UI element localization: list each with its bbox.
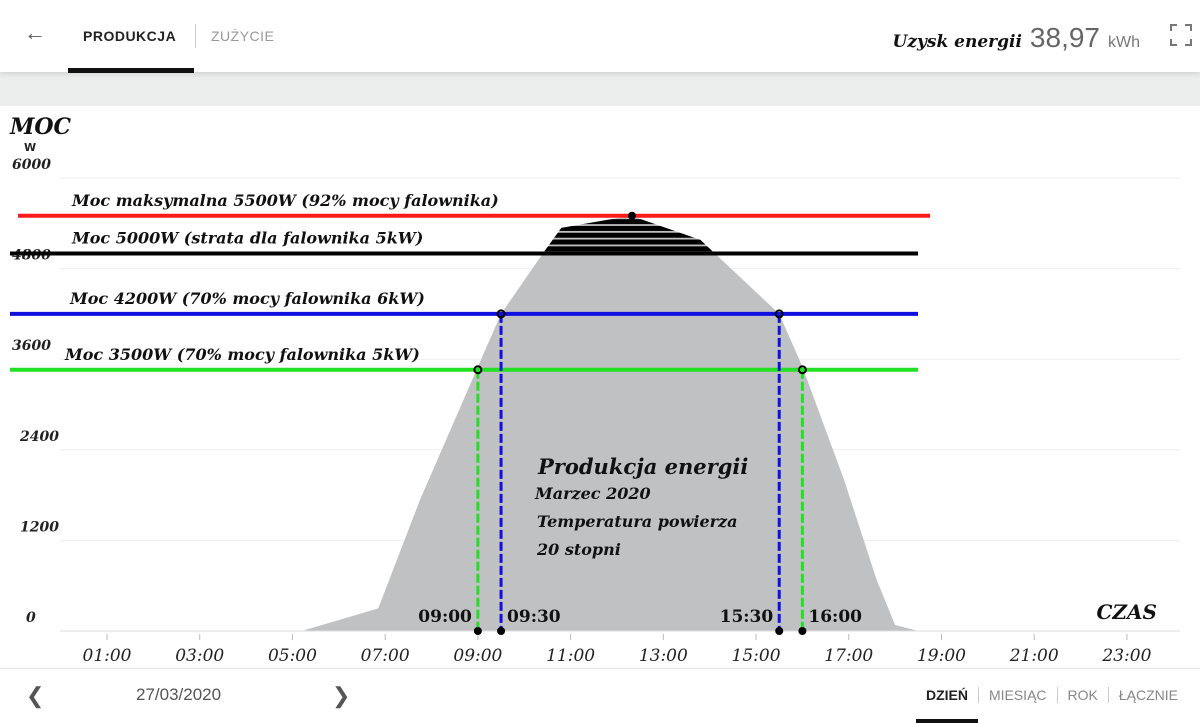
marker-time-label: 15:30 [720, 607, 774, 627]
annotation-line: 20 stopni [536, 540, 621, 559]
tab-divider [195, 24, 196, 48]
y-axis-unit: W [24, 141, 36, 154]
period-tabs: DZIEŃ MIESIĄC ROK ŁĄCZNIE [915, 687, 1188, 723]
period-tab-dzien[interactable]: DZIEŃ [915, 687, 978, 723]
period-tab-rok[interactable]: ROK [1056, 687, 1108, 703]
production-area [301, 215, 919, 631]
period-tab-miesiac[interactable]: MIESIĄC [977, 687, 1057, 703]
peak-marker [628, 211, 636, 220]
clipping-stripe [400, 219, 900, 225]
marker-base-point [473, 627, 482, 635]
clipping-stripe [400, 225, 900, 231]
date-label[interactable]: 27/03/2020 [136, 685, 222, 704]
x-tick-label: 13:00 [639, 646, 688, 666]
y-tick-label: 4800 [12, 248, 51, 264]
annotation-title: Produkcja energii [537, 454, 748, 479]
x-tick-label: 17:00 [824, 646, 873, 666]
marker-time-label: 09:30 [507, 607, 561, 627]
reference-line-label: Moc 3500W (70% mocy falownika 5kW) [64, 345, 420, 364]
bottom-bar: ❮ 27/03/2020 ❯ DZIEŃ MIESIĄC ROK ŁĄCZNIE [0, 668, 1200, 723]
reference-line-label: Moc maksymalna 5500W (92% mocy falownika… [71, 191, 499, 210]
y-axis-title: MOC [9, 114, 72, 140]
x-tick-label: 21:00 [1009, 646, 1059, 666]
energy-yield: Uzysk energii 38,97 kWh [893, 22, 1140, 54]
y-tick-label: 6000 [12, 157, 51, 173]
marker-time-label: 16:00 [808, 607, 862, 627]
yield-label: Uzysk energii [892, 32, 1022, 52]
marker-point [797, 365, 807, 375]
y-tick-label: 0 [26, 610, 36, 626]
yield-unit: kWh [1108, 34, 1140, 51]
x-tick-label: 19:00 [917, 646, 966, 666]
tab-produkcja[interactable]: PRODUKCJA [83, 28, 177, 44]
yield-value: 38,97 [1029, 22, 1100, 53]
x-tick-label: 01:00 [83, 646, 132, 666]
marker-base-point [497, 627, 506, 635]
clipping-stripe [400, 232, 900, 238]
x-tick-label: 05:00 [268, 646, 317, 666]
period-tab-lacznie[interactable]: ŁĄCZNIE [1107, 687, 1188, 703]
y-tick-label: 2400 [19, 429, 59, 445]
x-tick-label: 07:00 [361, 646, 410, 666]
clipping-stripe [400, 239, 900, 245]
tab-zuzycie[interactable]: ZUŻYCIE [211, 28, 275, 44]
reference-line-label: Moc 4200W (70% mocy falownika 6kW) [69, 289, 425, 308]
fullscreen-icon[interactable] [1170, 24, 1192, 46]
clipping-stripe [400, 246, 900, 252]
x-tick-label: 15:00 [732, 646, 781, 666]
marker-point [496, 309, 506, 319]
x-tick-label: 03:00 [175, 646, 224, 666]
marker-point [774, 309, 784, 319]
back-arrow-icon[interactable]: ← [24, 20, 46, 45]
annotation-line: Temperatura powierza [537, 512, 738, 531]
top-bar: ← PRODUKCJA ZUŻYCIE Uzysk energii 38,97 … [0, 0, 1200, 73]
next-day-chevron-icon[interactable]: ❯ [332, 683, 351, 708]
x-tick-label: 09:00 [453, 646, 502, 666]
marker-time-label: 09:00 [418, 607, 472, 627]
chart-header-band [0, 72, 1200, 106]
annotation-line: Marzec 2020 [534, 484, 651, 503]
x-axis-title: CZAS [1097, 600, 1157, 624]
prev-day-chevron-icon[interactable]: ❮ [26, 683, 45, 708]
active-tab-underline [68, 68, 194, 73]
y-tick-label: 1200 [20, 519, 59, 535]
x-tick-label: 11:00 [546, 646, 595, 666]
marker-base-point [798, 627, 807, 635]
x-tick-label: 23:00 [1101, 646, 1151, 666]
y-tick-label: 3600 [12, 338, 51, 354]
marker-base-point [775, 627, 784, 635]
reference-line-label: Moc 5000W (strata dla falownika 5kW) [71, 229, 423, 248]
marker-point [473, 365, 483, 375]
